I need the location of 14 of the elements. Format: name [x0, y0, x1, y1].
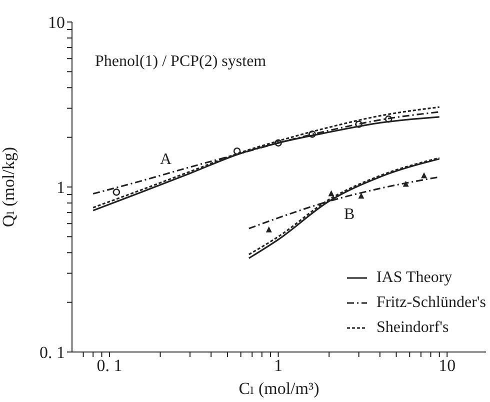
y-tick-label: 10 [48, 13, 65, 32]
x-axis-title: Cₗ (mol/m³) [238, 379, 320, 398]
y-tick-label: 0. 1 [40, 343, 65, 362]
annotation: A [160, 151, 172, 168]
y-axis-title: Qₗ (mol/kg) [0, 146, 18, 228]
x-tick-label: 0. 1 [96, 356, 122, 376]
legend-label: IAS Theory [376, 268, 452, 288]
legend-label: Sheindorf's [376, 318, 449, 338]
annotation: Phenol(1) / PCP(2) system [95, 53, 267, 70]
y-tick-label: 1 [56, 178, 65, 198]
annotation: B [344, 206, 355, 223]
x-tick-label: 10 [438, 356, 456, 376]
x-tick-label: 1 [274, 356, 283, 376]
legend-label: Fritz-Schlünder's [376, 293, 486, 313]
